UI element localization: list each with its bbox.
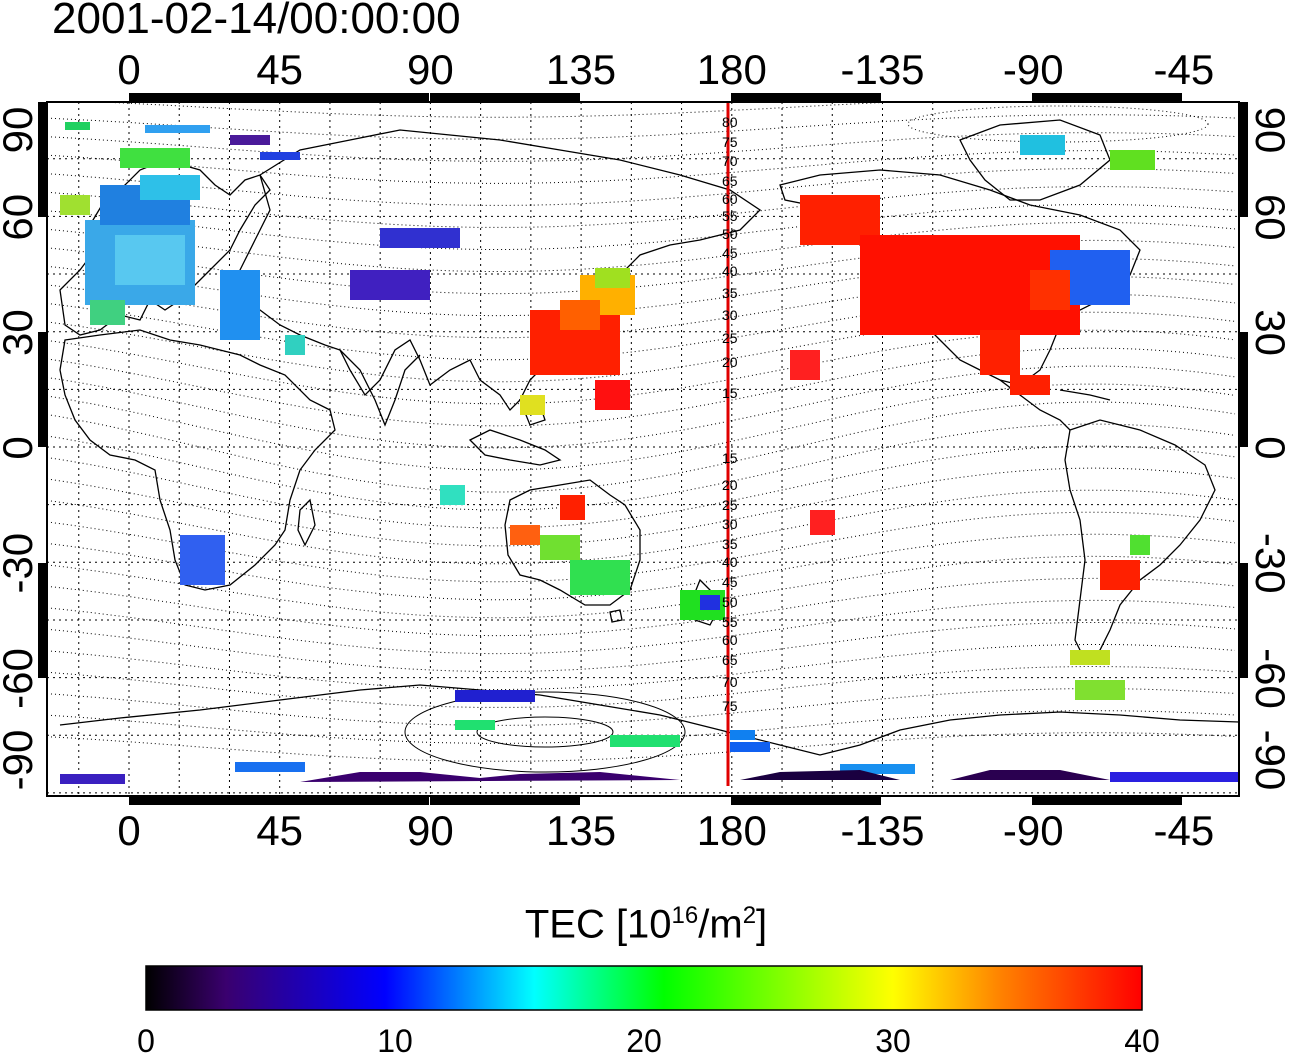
bottom-tick-label: 45 bbox=[256, 807, 303, 854]
left-tick-label: 0 bbox=[0, 436, 41, 459]
left-tick-label: -30 bbox=[0, 533, 41, 594]
bottom-tick-label: 90 bbox=[407, 807, 454, 854]
mlat-label: 55 bbox=[722, 208, 738, 224]
mlat-label: 50 bbox=[722, 594, 738, 610]
bottom-longitude-ticks: 0 45 90 135 180 -135 -90 -45 bbox=[117, 807, 1214, 854]
mlat-label: 45 bbox=[722, 574, 738, 590]
bottom-tick-label: 135 bbox=[546, 807, 616, 854]
mlat-label: 50 bbox=[722, 226, 738, 242]
top-tick-label: -90 bbox=[1003, 46, 1064, 93]
mlat-label: 20 bbox=[722, 477, 738, 493]
right-tick-label: 0 bbox=[1247, 436, 1292, 459]
colorbar-ticks: 0 10 20 30 40 bbox=[137, 1023, 1160, 1057]
left-tick-label: 60 bbox=[0, 194, 41, 241]
mlat-label: 35 bbox=[722, 536, 738, 552]
mlat-label: 65 bbox=[722, 652, 738, 668]
mlat-label: 45 bbox=[722, 245, 738, 261]
colorbar-tick-label: 10 bbox=[377, 1023, 413, 1057]
mlat-label: 25 bbox=[722, 497, 738, 513]
map-frame bbox=[46, 101, 1240, 797]
right-tick-label: -30 bbox=[1247, 533, 1292, 594]
right-tick-label: -90 bbox=[1247, 730, 1292, 791]
mlat-label: 60 bbox=[722, 632, 738, 648]
magnetic-latitude-labels: 8075706560555045403530252015152025303540… bbox=[722, 114, 738, 714]
top-tick-label: 45 bbox=[256, 46, 303, 93]
top-tick-label: -135 bbox=[840, 46, 924, 93]
mlat-label: 75 bbox=[722, 134, 738, 150]
top-tick-label: 0 bbox=[117, 46, 140, 93]
top-longitude-ticks: 0 45 90 135 180 -135 -90 -45 bbox=[117, 46, 1214, 93]
top-tick-label: 180 bbox=[697, 46, 767, 93]
right-tick-label: 60 bbox=[1247, 194, 1292, 241]
colorbar bbox=[145, 965, 1143, 1011]
bottom-tick-label: 0 bbox=[117, 807, 140, 854]
mlat-label: 20 bbox=[722, 354, 738, 370]
bottom-tick-label: -90 bbox=[1003, 807, 1064, 854]
mlat-label: 40 bbox=[722, 263, 738, 279]
top-tick-label: -45 bbox=[1154, 46, 1215, 93]
top-tick-label: 135 bbox=[546, 46, 616, 93]
mlat-label: 75 bbox=[722, 698, 738, 714]
top-tick-label: 90 bbox=[407, 46, 454, 93]
mlat-label: 70 bbox=[722, 153, 738, 169]
colorbar-tick-label: 20 bbox=[626, 1023, 662, 1057]
mlat-label: 65 bbox=[722, 173, 738, 189]
tec-observations bbox=[60, 122, 1239, 784]
colorbar-tick-label: 40 bbox=[1124, 1023, 1160, 1057]
left-tick-label: 90 bbox=[0, 107, 41, 154]
bottom-tick-label: -135 bbox=[840, 807, 924, 854]
right-latitude-ticks: 90 60 30 0 -30 -60 -90 bbox=[1247, 107, 1292, 791]
mlat-label: 55 bbox=[722, 614, 738, 630]
mlat-label: 70 bbox=[722, 674, 738, 690]
left-tick-label: 30 bbox=[0, 309, 41, 356]
mlat-label: 15 bbox=[722, 385, 738, 401]
map-background bbox=[47, 102, 1239, 796]
mlat-label: 40 bbox=[722, 554, 738, 570]
colorbar-label: TEC [1016/m2] bbox=[524, 902, 768, 947]
mlat-label: 30 bbox=[722, 516, 738, 532]
colorbar-tick-label: 0 bbox=[137, 1023, 155, 1057]
right-tick-label: -60 bbox=[1247, 648, 1292, 709]
left-latitude-ticks: 90 60 30 0 -30 -60 -90 bbox=[0, 107, 41, 791]
timestamp-title: 2001-02-14/00:00:00 bbox=[52, 0, 461, 43]
left-tick-label: -60 bbox=[0, 648, 41, 709]
mlat-label: 25 bbox=[722, 330, 738, 346]
bottom-tick-label: 180 bbox=[697, 807, 767, 854]
frame-bars bbox=[38, 93, 1248, 805]
mlat-label: 35 bbox=[722, 285, 738, 301]
left-tick-label: -90 bbox=[0, 730, 41, 791]
mlat-label: 60 bbox=[722, 191, 738, 207]
right-tick-label: 90 bbox=[1247, 107, 1292, 154]
bottom-tick-label: -45 bbox=[1154, 807, 1215, 854]
colorbar-tick-label: 30 bbox=[875, 1023, 911, 1057]
mlat-label: 80 bbox=[722, 114, 738, 130]
right-tick-label: 30 bbox=[1247, 309, 1292, 356]
mlat-label: 30 bbox=[722, 307, 738, 323]
mlat-label: 15 bbox=[722, 450, 738, 466]
